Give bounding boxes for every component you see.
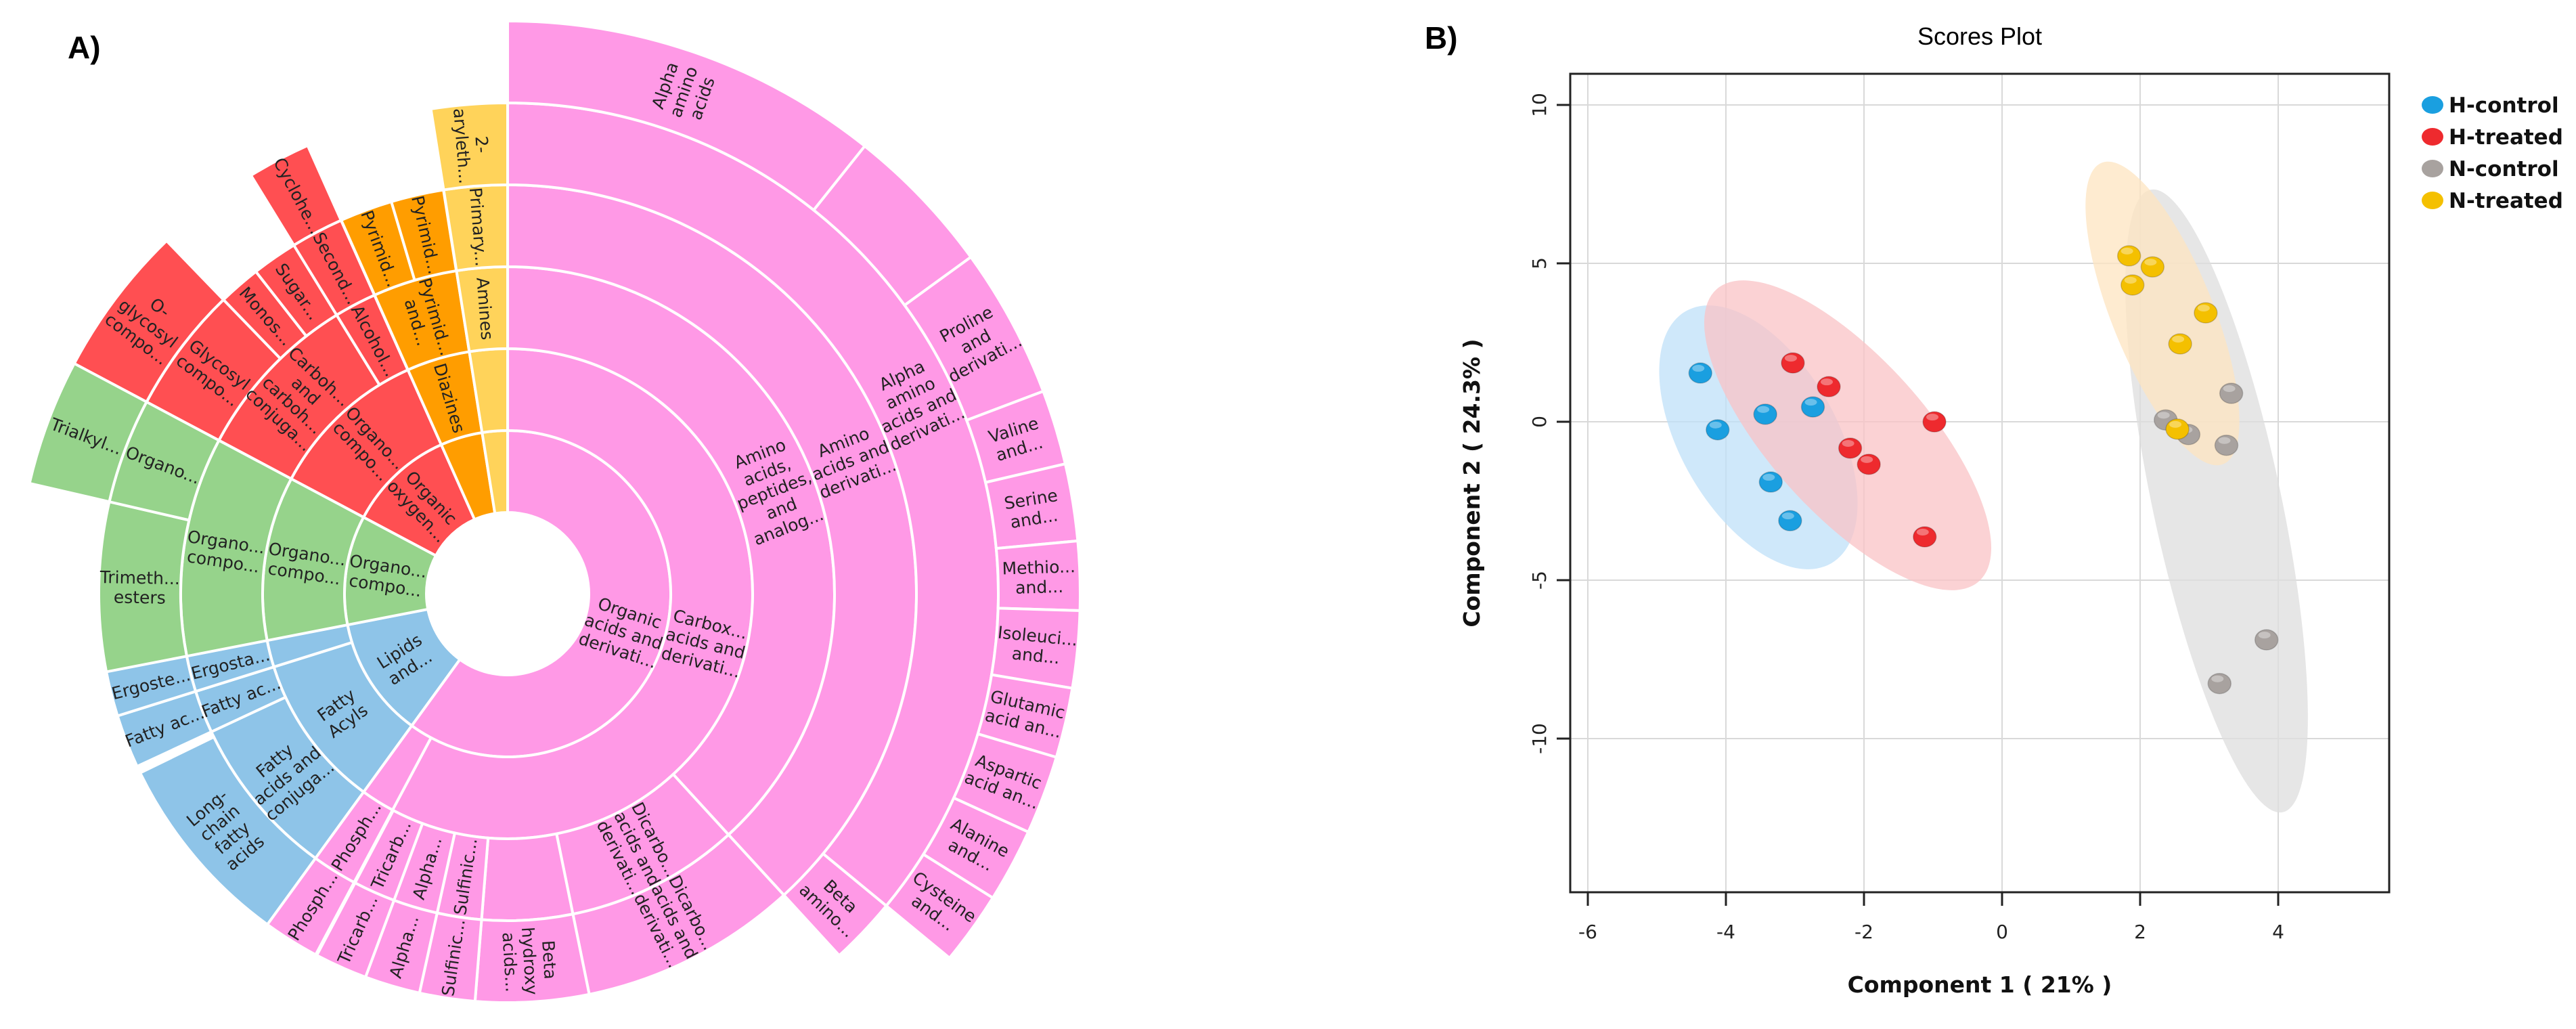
data-point-h-treated[interactable] <box>1857 454 1881 475</box>
sunburst-segment-label: Organo...compo... <box>183 527 267 577</box>
plot-frame <box>1569 72 2391 894</box>
data-point-h-treated[interactable] <box>1838 437 1863 459</box>
sunburst-segment-label: Trimeth...esters <box>99 567 180 608</box>
x-axis-label: Component 1 ( 21% ) <box>1848 971 2112 998</box>
legend-marker <box>2422 128 2443 146</box>
confidence-ellipse-n-treated <box>2085 161 2240 466</box>
data-point-h-control[interactable] <box>1758 471 1783 493</box>
data-point-n-control[interactable] <box>2207 672 2232 695</box>
sunburst-segment[interactable] <box>72 238 226 404</box>
data-point-n-treated[interactable] <box>2120 274 2145 296</box>
sunburst-segments <box>28 19 1082 1004</box>
data-point-h-control[interactable] <box>1753 403 1777 425</box>
legend-marker <box>2422 192 2443 209</box>
data-point-h-control[interactable] <box>1778 510 1802 531</box>
data-point-h-control[interactable] <box>1800 396 1825 418</box>
y-tick-label: -5 <box>1528 571 1551 590</box>
chart-title: Scores Plot <box>1917 22 2042 50</box>
label-line: 2- <box>471 135 492 154</box>
sunburst-segment[interactable] <box>249 144 343 247</box>
legend-item-n-control[interactable]: N-control <box>2422 157 2559 181</box>
panel-a-label: A) <box>68 30 101 65</box>
x-tick-label: 4 <box>2272 921 2284 943</box>
data-point-h-treated[interactable] <box>1817 376 1841 397</box>
sunburst-segment-label: Betahydroxyacids... <box>498 925 561 997</box>
data-point-n-control[interactable] <box>2254 629 2279 651</box>
legend-label: N-control <box>2449 157 2559 181</box>
panel-b-label: B) <box>1425 20 1458 56</box>
y-tick-label: -10 <box>1528 723 1551 754</box>
legend-marker <box>2422 160 2443 177</box>
data-point-n-treated[interactable] <box>2165 418 2190 440</box>
x-tick-label: 2 <box>2134 921 2146 943</box>
sunburst-segment[interactable] <box>429 101 509 192</box>
legend: H-control H-treated N-control N-treated <box>2422 93 2563 213</box>
label-line: hydroxy <box>518 927 541 996</box>
label-line: acids... <box>498 932 521 992</box>
label-line: and... <box>1011 644 1061 668</box>
data-point-n-control[interactable] <box>2214 435 2239 456</box>
sunburst-segment-label: Amines <box>472 277 497 341</box>
label-line: and... <box>1015 577 1064 598</box>
data-point-h-control[interactable] <box>1706 419 1730 441</box>
y-tick-label: 10 <box>1528 93 1551 117</box>
x-tick-label: -2 <box>1855 921 1873 943</box>
data-point-n-control[interactable] <box>2219 382 2244 404</box>
data-point-n-treated[interactable] <box>2140 256 2165 278</box>
data-point-h-control[interactable] <box>1688 362 1713 384</box>
x-tick-label: -4 <box>1716 921 1735 943</box>
sunburst-segment-label: Methio...and... <box>1002 556 1076 598</box>
legend-label: H-control <box>2449 93 2559 118</box>
data-point-h-treated[interactable] <box>1781 352 1805 374</box>
label-line: Amines <box>472 277 497 341</box>
legend-item-h-control[interactable]: H-control <box>2422 93 2559 118</box>
x-tick-label: 0 <box>1996 921 2008 943</box>
sunburst-chart: Organicacids andderivati...Carbox...acid… <box>28 19 1082 1004</box>
gridlines <box>1570 74 2389 892</box>
label-line: Trimeth... <box>99 567 181 588</box>
label-line: Methio... <box>1002 556 1075 578</box>
y-axis-label: Component 2 ( 24.3% ) <box>1459 338 1485 627</box>
x-tick-label: -6 <box>1578 921 1597 943</box>
sunburst-segment-label: Alphaaminoacids <box>647 58 720 127</box>
legend-label: H-treated <box>2449 125 2563 150</box>
label-line: Beta <box>538 940 560 980</box>
sunburst-segment[interactable] <box>138 735 317 927</box>
data-points <box>1688 245 2279 695</box>
legend-item-h-treated[interactable]: H-treated <box>2422 125 2563 150</box>
data-point-n-treated[interactable] <box>2116 245 2141 267</box>
y-tick-label: 5 <box>1528 257 1551 269</box>
y-tick-label: 0 <box>1528 416 1551 428</box>
confidence-ellipse-h-treated <box>1704 280 1992 590</box>
scores-plot: -6 -4 -2 0 2 4 10 5 0 -5 -10 Scores Plot Component 1… <box>1459 22 2563 998</box>
legend-label: N-treated <box>2449 189 2563 213</box>
data-point-n-treated[interactable] <box>2194 302 2218 324</box>
sunburst-segment[interactable] <box>480 832 575 922</box>
legend-item-n-treated[interactable]: N-treated <box>2422 189 2563 213</box>
data-point-h-treated[interactable] <box>1913 526 1937 548</box>
legend-marker <box>2422 96 2443 114</box>
data-point-h-treated[interactable] <box>1922 411 1947 433</box>
data-point-n-treated[interactable] <box>2168 333 2192 355</box>
label-line: esters <box>114 587 166 607</box>
